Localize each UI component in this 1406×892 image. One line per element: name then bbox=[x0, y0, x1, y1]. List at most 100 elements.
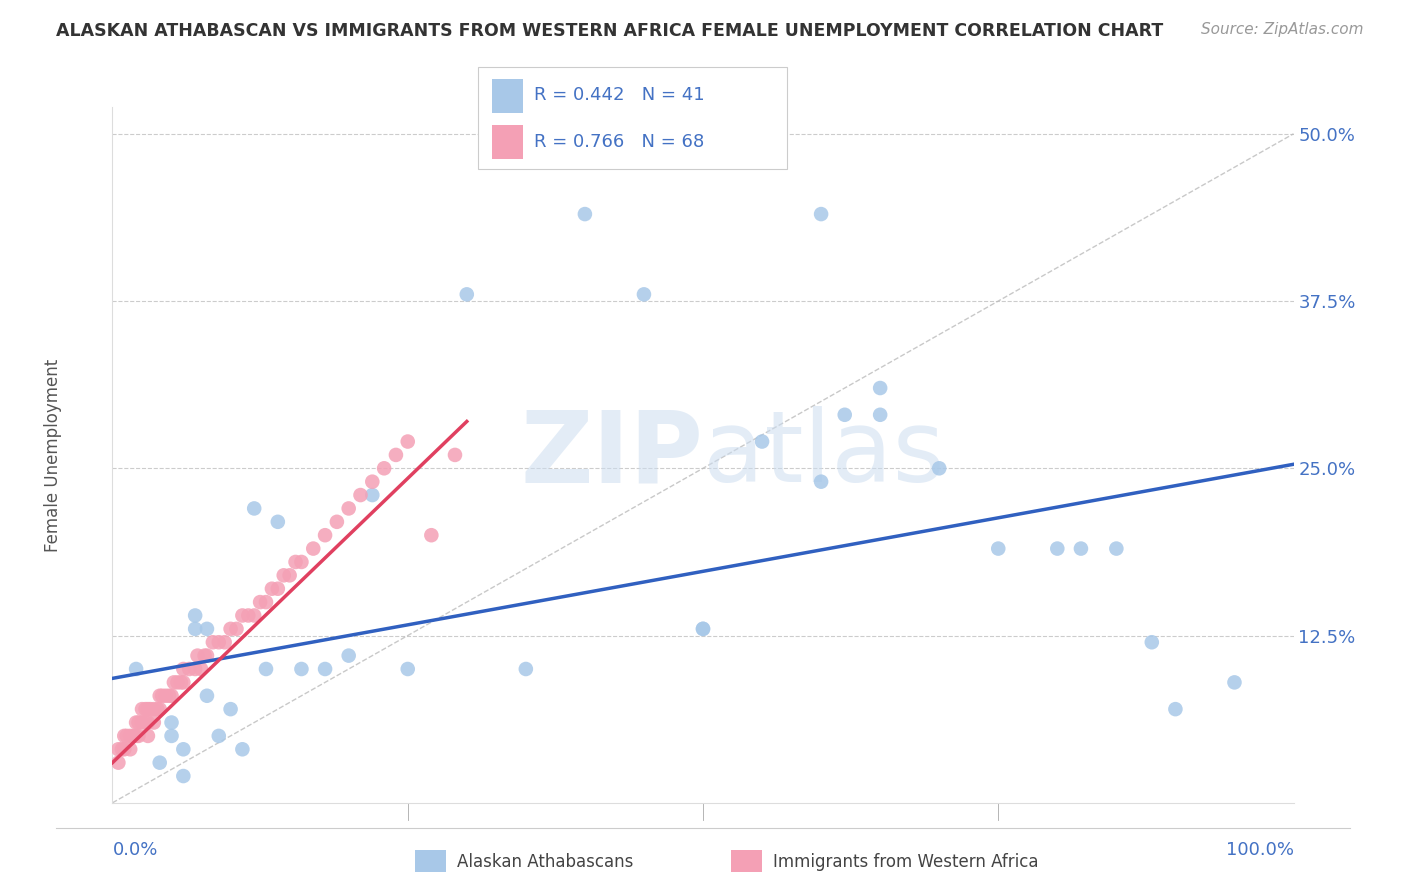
Point bbox=[314, 528, 336, 542]
Point bbox=[396, 662, 419, 676]
Point bbox=[444, 448, 467, 462]
Point bbox=[112, 729, 135, 743]
Point bbox=[326, 515, 349, 529]
Point bbox=[1105, 541, 1128, 556]
Point bbox=[284, 555, 307, 569]
Point bbox=[170, 675, 193, 690]
Point bbox=[396, 434, 419, 449]
Text: R = 0.766   N = 68: R = 0.766 N = 68 bbox=[534, 133, 704, 151]
Point bbox=[420, 528, 443, 542]
Point bbox=[1140, 635, 1163, 649]
Point bbox=[107, 742, 129, 756]
Point bbox=[834, 408, 856, 422]
Point bbox=[125, 729, 148, 743]
Point bbox=[267, 515, 290, 529]
Point bbox=[290, 662, 312, 676]
Point bbox=[1070, 541, 1092, 556]
Text: ALASKAN ATHABASCAN VS IMMIGRANTS FROM WESTERN AFRICA FEMALE UNEMPLOYMENT CORRELA: ALASKAN ATHABASCAN VS IMMIGRANTS FROM WE… bbox=[56, 22, 1164, 40]
Point bbox=[928, 461, 950, 475]
Point bbox=[249, 595, 271, 609]
Point bbox=[278, 568, 301, 582]
Point bbox=[111, 742, 134, 756]
Point bbox=[163, 675, 186, 690]
Point bbox=[267, 582, 290, 596]
Point bbox=[120, 729, 142, 743]
Point bbox=[136, 729, 159, 743]
Point bbox=[127, 715, 149, 730]
Point bbox=[195, 689, 218, 703]
Point bbox=[131, 702, 153, 716]
Point bbox=[155, 689, 177, 703]
Point bbox=[160, 715, 183, 730]
Point bbox=[150, 689, 173, 703]
Text: ZIP: ZIP bbox=[520, 407, 703, 503]
Point bbox=[692, 622, 714, 636]
Point bbox=[179, 662, 201, 676]
Point bbox=[208, 729, 231, 743]
Point bbox=[194, 648, 217, 663]
Point bbox=[136, 702, 159, 716]
Point bbox=[142, 715, 165, 730]
Point bbox=[201, 635, 224, 649]
Point bbox=[214, 635, 236, 649]
Point bbox=[238, 608, 260, 623]
Point bbox=[1046, 541, 1069, 556]
Point bbox=[349, 488, 371, 502]
Text: atlas: atlas bbox=[703, 407, 945, 503]
Point bbox=[810, 207, 832, 221]
Point bbox=[125, 662, 148, 676]
Point bbox=[195, 648, 218, 663]
Point bbox=[160, 729, 183, 743]
Point bbox=[186, 648, 208, 663]
Point bbox=[231, 608, 253, 623]
Point bbox=[219, 702, 242, 716]
Point bbox=[127, 729, 149, 743]
Point bbox=[172, 742, 194, 756]
Text: Source: ZipAtlas.com: Source: ZipAtlas.com bbox=[1201, 22, 1364, 37]
Point bbox=[149, 689, 172, 703]
Point bbox=[361, 475, 384, 489]
Point bbox=[135, 715, 157, 730]
Point bbox=[1223, 675, 1246, 690]
Point bbox=[243, 608, 266, 623]
Point bbox=[107, 756, 129, 770]
Point bbox=[373, 461, 395, 475]
Text: Female Unemployment: Female Unemployment bbox=[45, 359, 62, 551]
Point bbox=[115, 729, 138, 743]
Text: R = 0.442   N = 41: R = 0.442 N = 41 bbox=[534, 86, 704, 103]
Point bbox=[574, 207, 596, 221]
Point bbox=[290, 555, 312, 569]
Point bbox=[515, 662, 537, 676]
Point bbox=[751, 434, 773, 449]
Point bbox=[149, 756, 172, 770]
Point bbox=[869, 408, 891, 422]
Point bbox=[302, 541, 325, 556]
Point bbox=[219, 622, 242, 636]
Point bbox=[337, 501, 360, 516]
Point bbox=[131, 715, 153, 730]
Point bbox=[314, 662, 336, 676]
Point bbox=[208, 635, 231, 649]
Text: Immigrants from Western Africa: Immigrants from Western Africa bbox=[773, 853, 1039, 871]
Point bbox=[184, 622, 207, 636]
Point bbox=[160, 689, 183, 703]
Point bbox=[172, 675, 194, 690]
Point bbox=[456, 287, 478, 301]
Point bbox=[146, 702, 169, 716]
Point bbox=[149, 702, 172, 716]
Point bbox=[122, 729, 145, 743]
Point bbox=[139, 702, 162, 716]
Point bbox=[869, 381, 891, 395]
Point bbox=[1164, 702, 1187, 716]
Point bbox=[172, 662, 194, 676]
Point bbox=[166, 675, 188, 690]
Text: 0.0%: 0.0% bbox=[112, 841, 157, 859]
Point bbox=[633, 287, 655, 301]
Point bbox=[184, 662, 207, 676]
Point bbox=[385, 448, 408, 462]
Point bbox=[195, 622, 218, 636]
Point bbox=[243, 501, 266, 516]
Point bbox=[254, 595, 277, 609]
Point bbox=[337, 648, 360, 663]
Point bbox=[273, 568, 295, 582]
